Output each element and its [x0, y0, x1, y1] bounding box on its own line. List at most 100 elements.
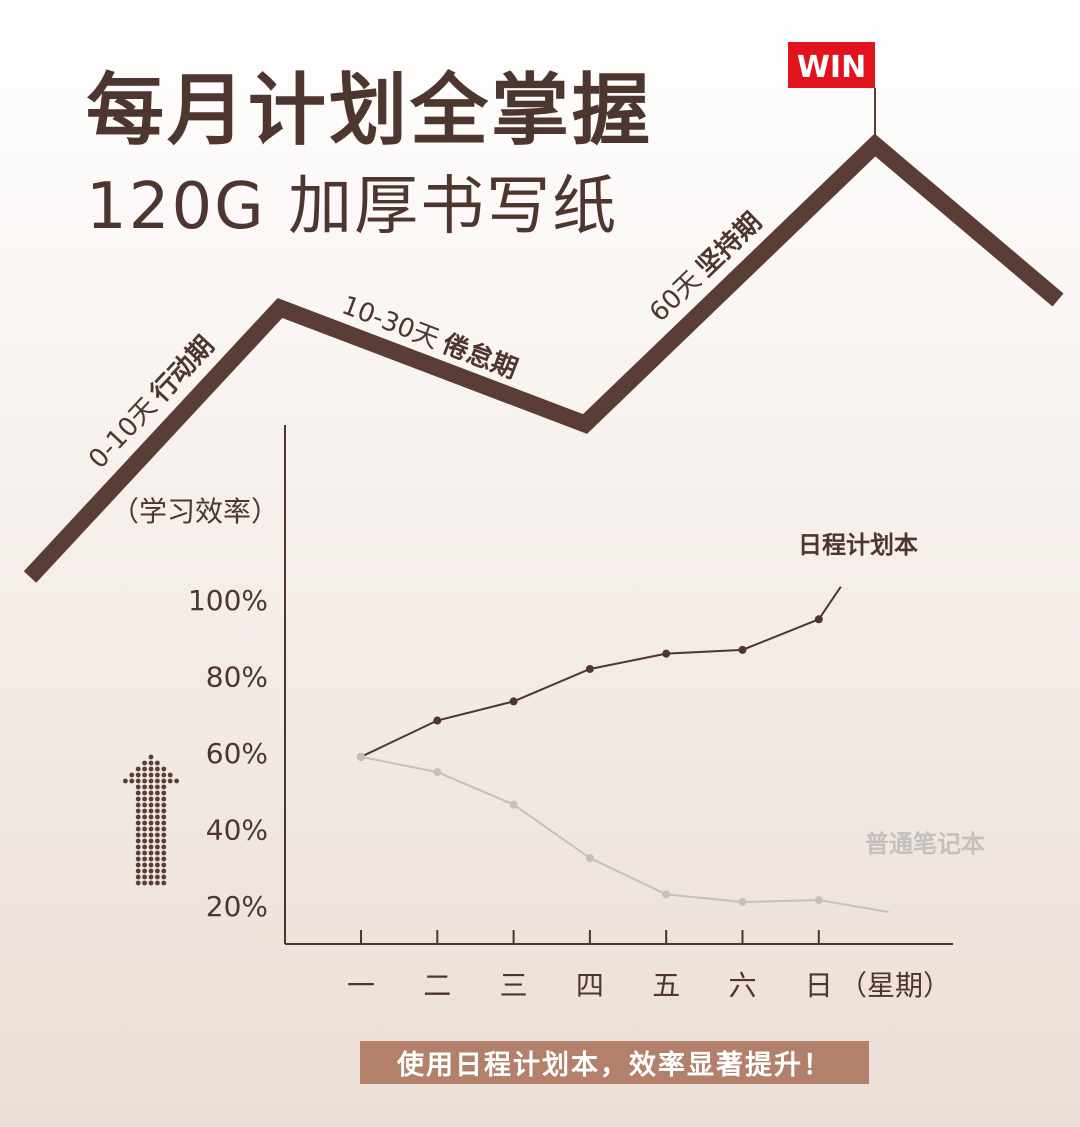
arrow-dot: [135, 802, 141, 808]
arrow-dot: [142, 868, 148, 874]
arrow-dot: [148, 778, 154, 784]
arrow-dot: [155, 874, 160, 880]
arrow-dot: [155, 832, 160, 838]
arrow-dot: [161, 838, 167, 844]
y-tick-label: 40%: [206, 813, 268, 846]
y-tick-label: 80%: [206, 661, 268, 694]
arrow-dot: [142, 814, 148, 820]
arrow-dot: [167, 778, 173, 784]
arrow-dot: [148, 862, 154, 868]
x-tick-label: 一: [347, 969, 375, 1002]
arrow-dot: [135, 826, 141, 832]
y-axis-label: （学习效率）: [111, 495, 279, 528]
data-point: [662, 890, 671, 899]
arrow-dot: [167, 772, 173, 778]
progress-path: [23, 133, 1064, 583]
arrow-dot: [155, 856, 160, 862]
arrow-dot: [142, 880, 148, 886]
arrow-dot: [148, 832, 154, 838]
arrow-dot: [161, 808, 167, 814]
arrow-dot: [148, 814, 154, 820]
arrow-dot: [155, 838, 160, 844]
arrow-dot: [161, 802, 167, 808]
arrow-dot: [142, 760, 148, 766]
arrow-dot: [142, 784, 148, 790]
arrow-dot: [148, 844, 154, 850]
arrow-dot: [135, 832, 141, 838]
arrow-dot: [135, 862, 141, 868]
y-tick-label: 20%: [206, 890, 268, 923]
data-point: [509, 800, 518, 809]
arrow-dot: [155, 802, 160, 808]
arrow-dot: [148, 820, 154, 826]
flag-icon: [788, 42, 875, 88]
arrow-dot: [155, 766, 160, 772]
arrow-dot: [148, 856, 154, 862]
x-tick-label: 日: [805, 969, 833, 1002]
data-point: [738, 897, 747, 906]
arrow-dot: [135, 874, 141, 880]
arrow-dot: [142, 826, 148, 832]
arrow-dot: [123, 778, 128, 784]
arrow-dot: [135, 844, 141, 850]
arrow-dot: [142, 856, 148, 862]
arrow-dot: [142, 802, 148, 808]
x-tick-labels: 一二三四五六日: [347, 969, 833, 1002]
arrow-dot: [135, 784, 141, 790]
callout-banner: 使用日程计划本，效率显著提升！: [360, 1041, 869, 1084]
arrow-dot: [148, 784, 154, 790]
chart-axes: [284, 425, 953, 945]
arrow-dot: [142, 844, 148, 850]
arrow-dot: [148, 754, 154, 760]
arrow-dot: [161, 880, 167, 886]
data-point: [662, 649, 671, 658]
arrow-dot: [148, 790, 154, 796]
arrow-dot: [155, 850, 160, 856]
arrow-dot: [155, 820, 160, 826]
data-point: [357, 752, 365, 761]
arrow-dot: [148, 760, 154, 766]
data-point: [585, 854, 594, 863]
arrow-dot: [155, 778, 160, 784]
series-line: [360, 586, 842, 758]
arrow-dot: [148, 874, 154, 880]
arrow-dot: [161, 790, 167, 796]
arrow-dot: [142, 766, 148, 772]
arrow-dot: [135, 850, 141, 856]
arrow-dot: [135, 790, 141, 796]
arrow-dot: [161, 778, 167, 784]
arrow-dot: [155, 796, 160, 802]
arrow-dot: [174, 778, 180, 784]
arrow-dot: [161, 814, 167, 820]
arrow-dot: [161, 766, 167, 772]
arrow-dot: [135, 796, 141, 802]
page-title: 每月计划全掌握: [86, 66, 654, 156]
arrow-dot: [161, 856, 167, 862]
arrow-dot: [142, 820, 148, 826]
arrow-dot: [155, 772, 160, 778]
arrow-dot: [155, 880, 160, 886]
arrow-dot: [161, 844, 167, 850]
arrow-dot: [155, 808, 160, 814]
x-tick-label: 六: [728, 969, 756, 1002]
arrow-dot: [161, 850, 167, 856]
series-label: 日程计划本: [798, 531, 918, 559]
arrow-dot: [148, 850, 154, 856]
data-point: [738, 645, 747, 654]
arrow-dot: [161, 826, 167, 832]
arrow-dot: [142, 838, 148, 844]
arrow-dot: [155, 868, 160, 874]
arrow-dot: [161, 832, 167, 838]
data-point: [814, 896, 823, 905]
arrow-dot: [161, 862, 167, 868]
arrow-dot: [148, 796, 154, 802]
arrow-dot: [155, 844, 160, 850]
data-point: [509, 697, 518, 706]
arrow-dot: [142, 850, 148, 856]
arrow-dot: [155, 790, 160, 796]
arrow-dot: [129, 772, 135, 778]
x-tick-label: 三: [500, 969, 528, 1002]
arrow-dot: [148, 766, 154, 772]
